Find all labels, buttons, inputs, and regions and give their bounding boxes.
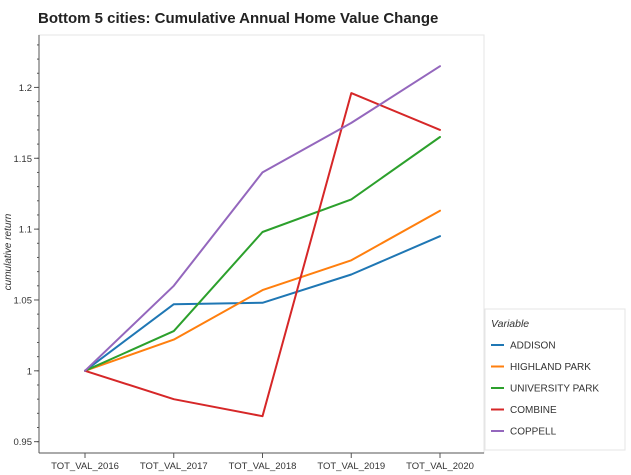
series-line-highland-park	[84, 209, 441, 372]
y-axis-label: cumulative return	[3, 213, 14, 290]
x-tick-label: TOT_VAL_2018	[229, 461, 297, 472]
series-line-addison	[84, 235, 441, 372]
y-tick-label: 0.95	[14, 437, 33, 448]
legend-label: UNIVERSITY PARK	[510, 384, 599, 395]
x-tick-label: TOT_VAL_2019	[317, 461, 385, 472]
plot-area	[38, 34, 485, 454]
y-tick-label: 1.2	[19, 83, 32, 94]
series-line-university-park	[84, 136, 441, 372]
legend-label: COMBINE	[510, 405, 557, 416]
legend-label: HIGHLAND PARK	[510, 362, 591, 373]
x-tick-label: TOT_VAL_2017	[140, 461, 208, 472]
x-tick-label: TOT_VAL_2020	[406, 461, 474, 472]
x-tick-label: TOT_VAL_2016	[51, 461, 119, 472]
chart-title: Bottom 5 cities: Cumulative Annual Home …	[38, 10, 438, 27]
legend-label: COPPELL	[510, 427, 557, 438]
legend-title: Variable	[491, 318, 529, 330]
y-tick-label: 1.15	[14, 154, 33, 165]
legend-label: ADDISON	[510, 341, 556, 352]
y-tick-label: 1.05	[14, 295, 33, 306]
series-line-coppell	[84, 65, 441, 372]
y-tick-label: 1.1	[19, 225, 32, 236]
y-tick-label: 1	[27, 366, 32, 377]
series-line-combine	[84, 92, 441, 418]
legend-box	[484, 308, 626, 451]
